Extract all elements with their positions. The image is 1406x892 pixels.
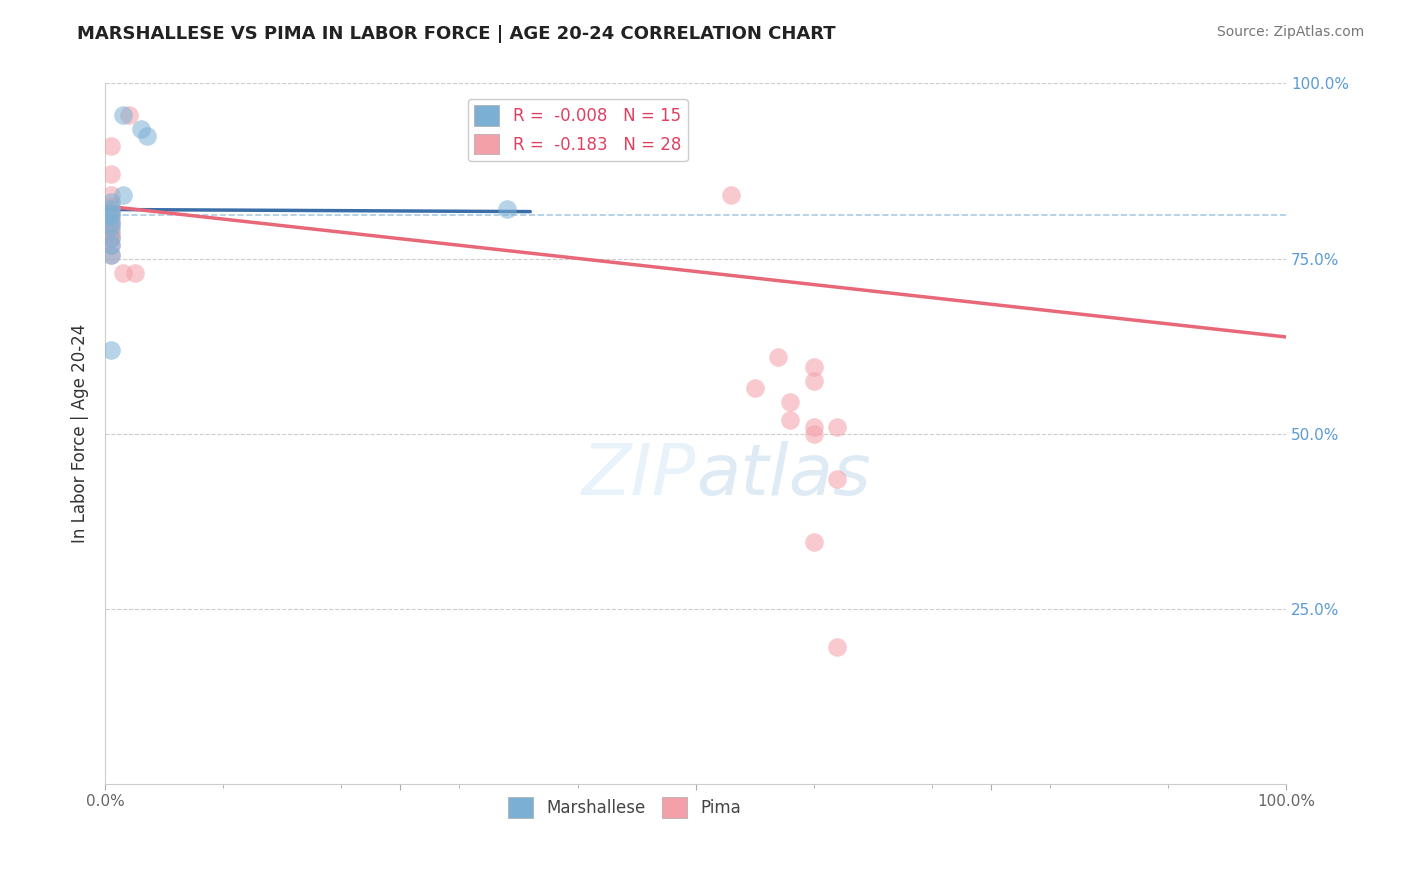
Point bbox=[129, 122, 152, 136]
Point bbox=[100, 237, 122, 252]
Point bbox=[495, 202, 517, 217]
Point bbox=[100, 248, 122, 262]
Point bbox=[100, 188, 122, 202]
Point bbox=[100, 168, 122, 182]
Point bbox=[100, 195, 122, 210]
Point bbox=[135, 128, 157, 143]
Point bbox=[827, 472, 849, 486]
Point bbox=[803, 426, 825, 441]
Point bbox=[100, 139, 122, 153]
Point bbox=[100, 223, 122, 237]
Point bbox=[111, 108, 134, 122]
Point bbox=[124, 266, 146, 280]
Point bbox=[827, 419, 849, 434]
Point bbox=[803, 535, 825, 549]
Text: Source: ZipAtlas.com: Source: ZipAtlas.com bbox=[1216, 25, 1364, 39]
Point bbox=[100, 227, 122, 241]
Point bbox=[720, 188, 742, 202]
Point bbox=[100, 230, 122, 244]
Text: atlas: atlas bbox=[696, 442, 870, 510]
Point bbox=[100, 213, 122, 227]
Point bbox=[100, 237, 122, 252]
Point bbox=[100, 217, 122, 231]
Point bbox=[100, 219, 122, 234]
Point bbox=[100, 248, 122, 262]
Point bbox=[100, 199, 122, 213]
Point bbox=[100, 343, 122, 357]
Point bbox=[827, 640, 849, 655]
Point bbox=[803, 360, 825, 375]
Point bbox=[768, 350, 790, 364]
Point bbox=[100, 202, 122, 217]
Point bbox=[100, 230, 122, 244]
Point bbox=[803, 419, 825, 434]
Point bbox=[100, 210, 122, 224]
Text: MARSHALLESE VS PIMA IN LABOR FORCE | AGE 20-24 CORRELATION CHART: MARSHALLESE VS PIMA IN LABOR FORCE | AGE… bbox=[77, 25, 837, 43]
Point bbox=[779, 395, 801, 409]
Point bbox=[111, 188, 134, 202]
Point bbox=[111, 266, 134, 280]
Point bbox=[100, 206, 122, 220]
Point bbox=[803, 374, 825, 388]
Text: ZIP: ZIP bbox=[581, 442, 696, 510]
Point bbox=[100, 217, 122, 231]
Legend: Marshallese, Pima: Marshallese, Pima bbox=[502, 790, 748, 824]
Point bbox=[744, 381, 766, 395]
Y-axis label: In Labor Force | Age 20-24: In Labor Force | Age 20-24 bbox=[72, 324, 89, 543]
Point bbox=[100, 206, 122, 220]
Point bbox=[118, 108, 141, 122]
Point bbox=[779, 412, 801, 426]
